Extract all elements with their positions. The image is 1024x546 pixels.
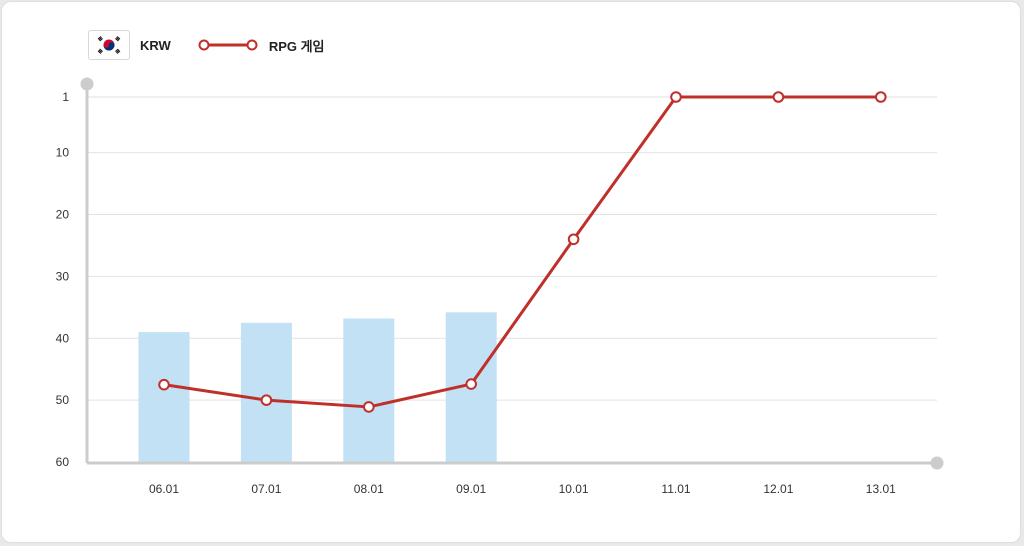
series-point [260, 394, 273, 406]
y-tick-label: 40 [56, 331, 70, 345]
x-axis-end-cap [930, 456, 944, 470]
series-point [670, 91, 682, 103]
y-tick-label: 1 [62, 90, 69, 104]
y-tick-label: 60 [56, 455, 70, 469]
x-tick-label: 09.01 [456, 482, 486, 496]
legend-item-krw: KRW [88, 30, 171, 60]
chart-legend: KRW RPG 게임 [88, 30, 325, 60]
x-tick-label: 13.01 [866, 482, 896, 496]
x-tick-label: 06.01 [149, 482, 179, 496]
series-point [875, 91, 887, 103]
series-point [363, 401, 375, 413]
y-tick-label: 10 [56, 146, 70, 160]
korea-flag-icon [88, 30, 130, 60]
x-tick-label: 07.01 [251, 482, 281, 496]
series-point [567, 233, 580, 246]
x-tick-label: 08.01 [354, 482, 384, 496]
legend-series-label: RPG 게임 [268, 38, 325, 54]
x-tick-label: 11.01 [661, 482, 690, 496]
bar [138, 332, 190, 462]
bar [343, 318, 395, 462]
series-line [163, 95, 881, 409]
y-tick-label: 50 [56, 393, 70, 407]
y-axis-end-cap [80, 77, 94, 91]
x-tick-label: 10.01 [559, 482, 589, 496]
series-line-swatch-icon [198, 39, 258, 51]
series-point [772, 91, 785, 103]
series-point [158, 378, 170, 391]
x-tick-label: 12.01 [763, 482, 793, 496]
series-point [465, 378, 478, 390]
y-tick-label: 30 [56, 269, 70, 283]
bar [240, 322, 292, 462]
y-tick-label: 20 [56, 208, 70, 222]
legend-krw-label: KRW [140, 37, 171, 53]
legend-item-series[interactable]: RPG 게임 [171, 36, 325, 55]
